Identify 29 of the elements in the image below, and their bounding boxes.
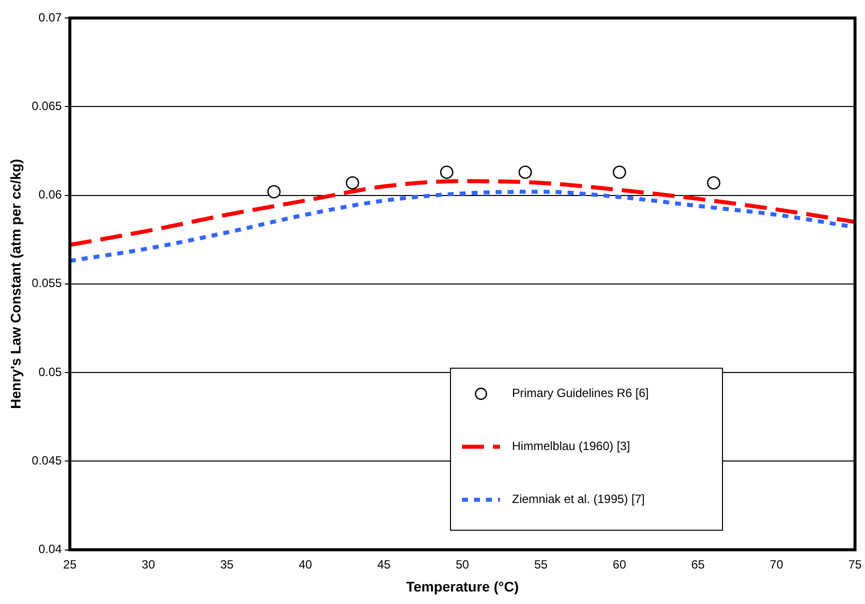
y-tick-label: 0.05 (38, 364, 62, 379)
point (346, 176, 360, 190)
point (707, 176, 720, 190)
y-tick-label: 0.04 (38, 542, 62, 556)
x-tick-label: 25 (63, 557, 77, 572)
x-tick-label: 75 (848, 557, 862, 572)
y-tick-label: 0.045 (32, 453, 62, 468)
point (440, 166, 454, 179)
x-tick-label: 65 (691, 557, 705, 572)
y-tick-label: 0.055 (32, 276, 62, 290)
legend-label: Primary Guidelines R6 [6] (512, 386, 649, 400)
legend-label: Ziemniak et al. (1995) [7] (512, 492, 645, 506)
x-tick-label: 55 (534, 557, 548, 572)
y-axis-title: Henry's Law Constant (atm per cc/kg) (7, 158, 24, 409)
y-tick-label: 0.065 (32, 98, 62, 113)
x-tick-label: 70 (770, 557, 784, 572)
x-tick-label: 50 (456, 557, 470, 572)
point (267, 185, 281, 198)
x-tick-label: 40 (298, 557, 312, 572)
legend-label: Himmelblau (1960) [3] (512, 439, 630, 454)
x-tick-label: 60 (612, 557, 626, 572)
point (612, 166, 626, 179)
y-tick-label: 0.06 (38, 188, 62, 202)
x-tick-label: 30 (142, 557, 156, 572)
point (518, 166, 532, 179)
y-tick-label: 0.07 (38, 10, 62, 24)
x-axis-title: Temperature (°C) (406, 578, 519, 594)
x-tick-label: 45 (377, 557, 391, 572)
x-tick-label: 35 (220, 557, 234, 572)
